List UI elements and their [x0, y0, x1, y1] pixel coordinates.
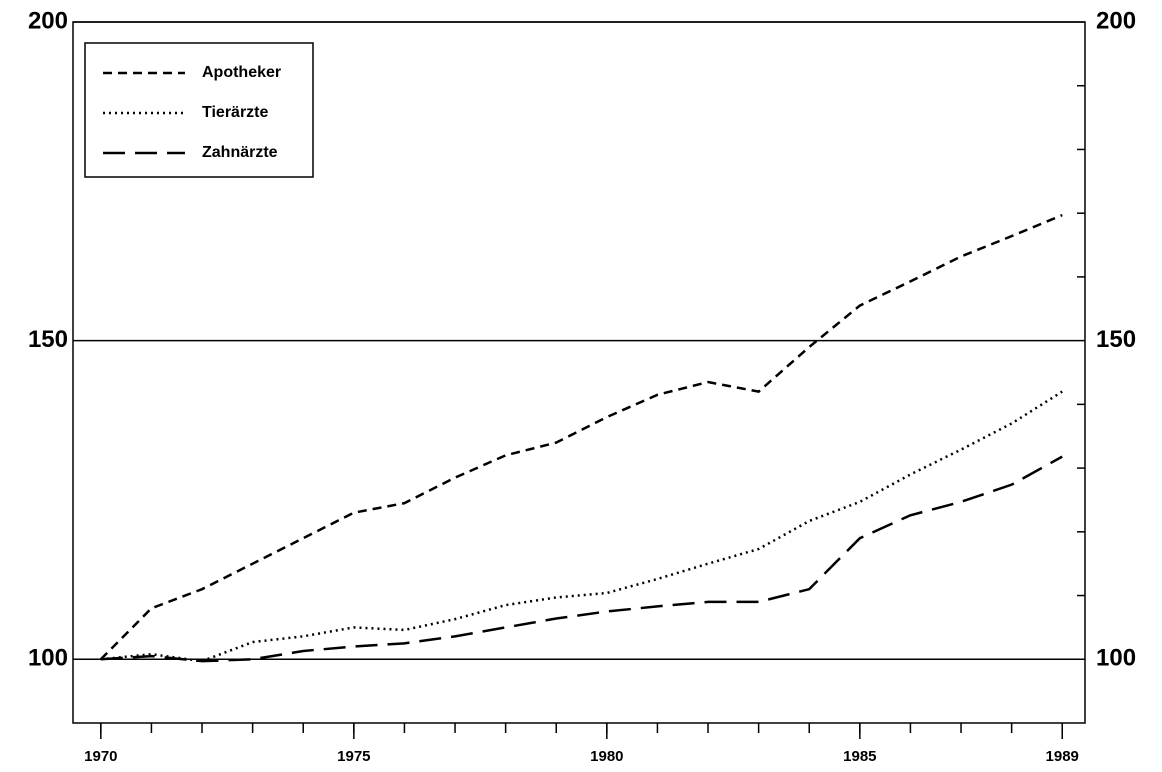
x-tick-label: 1970	[84, 748, 117, 765]
x-tick-label: 1975	[337, 748, 370, 765]
y2-tick-label: 200	[1096, 7, 1136, 34]
x-tick-label: 1985	[843, 748, 876, 765]
legend-label: Apotheker	[202, 64, 281, 81]
y-tick-label: 100	[28, 645, 68, 672]
legend-frame	[84, 42, 314, 178]
series-line	[99, 213, 1063, 661]
x-tick-label: 1980	[590, 748, 623, 765]
legend-label: Tierärzte	[202, 104, 269, 121]
y2-tick-label: 100	[1096, 645, 1136, 672]
legend-label: Zahnärzte	[202, 144, 278, 161]
series-line	[100, 455, 1063, 663]
series-line	[100, 390, 1063, 663]
y-tick-label: 150	[28, 326, 68, 353]
y-tick-label: 200	[28, 7, 68, 34]
legend: Apotheker Tierärzte Zahnärzte	[84, 42, 314, 178]
y2-tick-label: 150	[1096, 326, 1136, 353]
x-tick-label: 1989	[1046, 748, 1079, 765]
